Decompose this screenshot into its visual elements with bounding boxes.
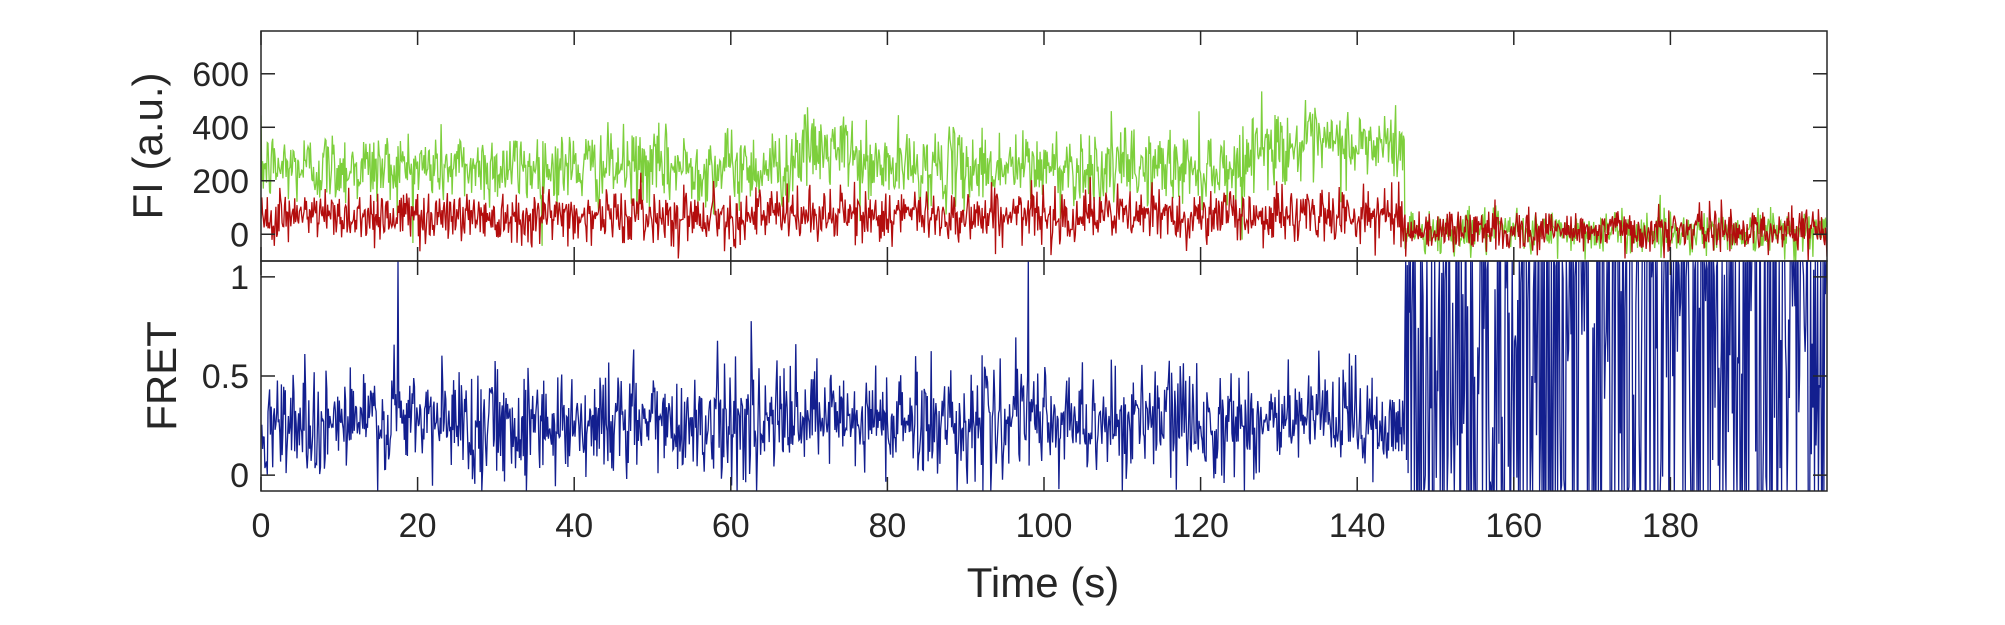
fret-xtick-label: 40: [555, 507, 593, 545]
fluorescence-traces: [261, 91, 1827, 261]
fret-traces: [261, 261, 1827, 491]
fret-xtick-label: 120: [1172, 507, 1229, 545]
fret-xtick-label: 0: [252, 507, 271, 545]
fret-xtick-label: 180: [1642, 507, 1699, 545]
fret-ylabel: FRET: [138, 321, 185, 431]
fret-xtick-label: 140: [1329, 507, 1386, 545]
fret-ytick-label: 0: [230, 457, 249, 495]
fret-ticks: 0 0.5 1 0 20 40 60 80 100 120 140 160 180: [202, 259, 1827, 545]
fret-xtick-label: 80: [868, 507, 906, 545]
fluorescence-panel: 0 200 400 600 FI (a.u.): [124, 30, 1828, 262]
fret-ytick-label: 0.5: [202, 358, 249, 396]
fluorescence-ytick-label: 600: [192, 56, 249, 94]
fret-xtick-label: 160: [1485, 507, 1542, 545]
fret-xtick-label: 100: [1016, 507, 1073, 545]
fluorescence-ticks: 0 200 400 600: [192, 31, 1827, 261]
fluorescence-series-1-line: [261, 172, 1827, 261]
fluorescence-series-0-line: [261, 91, 1827, 261]
fluorescence-ylabel: FI (a.u.): [124, 72, 171, 219]
fret-series-0-line: [261, 261, 1827, 491]
fret-panel: 0 0.5 1 0 20 40 60 80 100 120 140 160 180 FRET Time …: [138, 259, 1828, 606]
fret-xtick-label: 60: [712, 507, 750, 545]
fret-xtick-label: 20: [399, 507, 437, 545]
fluorescence-ytick-label: 0: [230, 216, 249, 254]
fluorescence-ytick-label: 400: [192, 109, 249, 147]
fret-ytick-label: 1: [230, 259, 249, 297]
fluorescence-ytick-label: 200: [192, 163, 249, 201]
time-xlabel: Time (s): [967, 559, 1119, 606]
